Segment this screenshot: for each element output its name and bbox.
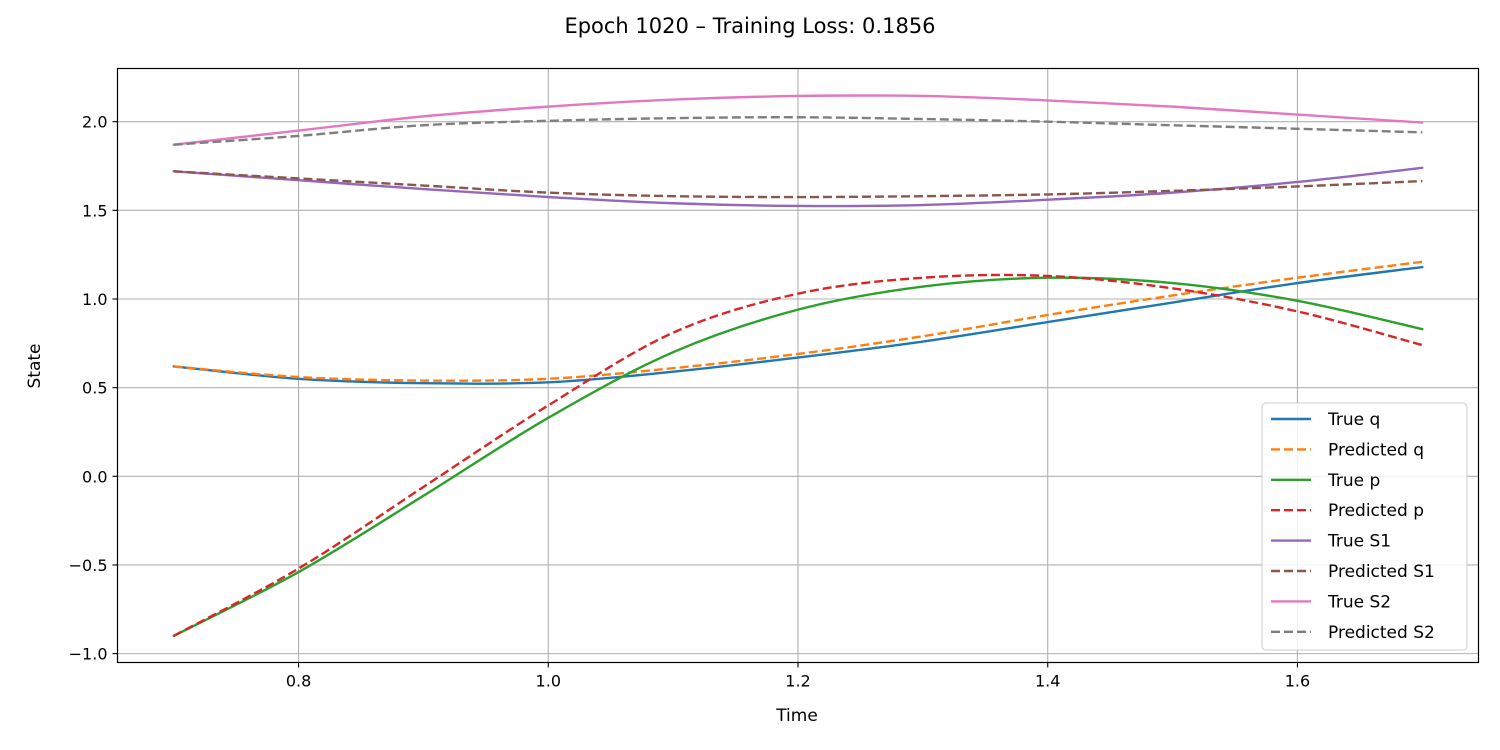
legend: True q Predicted q True p Predicted p True S… <box>1261 402 1468 651</box>
y-axis-label: State <box>25 344 45 389</box>
legend-label-true-q: True q <box>1327 410 1380 430</box>
axis-ticks: 0.8 1.0 1.2 1.4 1.6 −1.0 −0.5 0.0 0.5 1.0 1.5 2.0 <box>69 113 1311 691</box>
legend-label-predicted-p: Predicted p <box>1328 501 1424 521</box>
legend-label-predicted-s2: Predicted S2 <box>1328 623 1435 643</box>
chart-title: Epoch 1020 – Training Loss: 0.1856 <box>564 14 935 38</box>
legend-label-true-s2: True S2 <box>1327 592 1391 612</box>
series-lines <box>172 94 1424 638</box>
series-line-predicted-p <box>173 273 1423 637</box>
y-tick-label: 1.0 <box>82 290 107 309</box>
series-line-predicted-s2 <box>173 116 1423 146</box>
series-line-predicted-s1 <box>173 170 1423 199</box>
y-tick-label: 0.5 <box>82 379 107 398</box>
series-line-true-s2 <box>172 94 1424 146</box>
legend-box <box>1261 402 1468 651</box>
series-line-true-s1 <box>172 166 1424 208</box>
x-axis-label: Time <box>775 706 818 726</box>
y-tick-label: 2.0 <box>82 113 107 132</box>
x-tick-label: 1.6 <box>1285 672 1310 691</box>
y-tick-label: 1.5 <box>82 201 107 220</box>
legend-label-true-s1: True S1 <box>1327 532 1391 552</box>
x-tick-label: 1.0 <box>536 672 561 691</box>
y-tick-label: −1.0 <box>69 645 108 664</box>
series-line-true-p <box>172 276 1424 638</box>
y-tick-label: −0.5 <box>69 556 108 575</box>
legend-label-predicted-q: Predicted q <box>1328 440 1424 460</box>
x-tick-label: 1.2 <box>785 672 810 691</box>
x-tick-label: 0.8 <box>286 672 311 691</box>
legend-label-true-p: True p <box>1327 471 1380 491</box>
grid <box>117 68 1479 663</box>
series-line-true-q <box>172 265 1424 385</box>
x-tick-label: 1.4 <box>1035 672 1060 691</box>
y-tick-label: 0.0 <box>82 467 107 486</box>
legend-label-predicted-s1: Predicted S1 <box>1328 562 1435 582</box>
series-line-predicted-q <box>173 260 1423 382</box>
